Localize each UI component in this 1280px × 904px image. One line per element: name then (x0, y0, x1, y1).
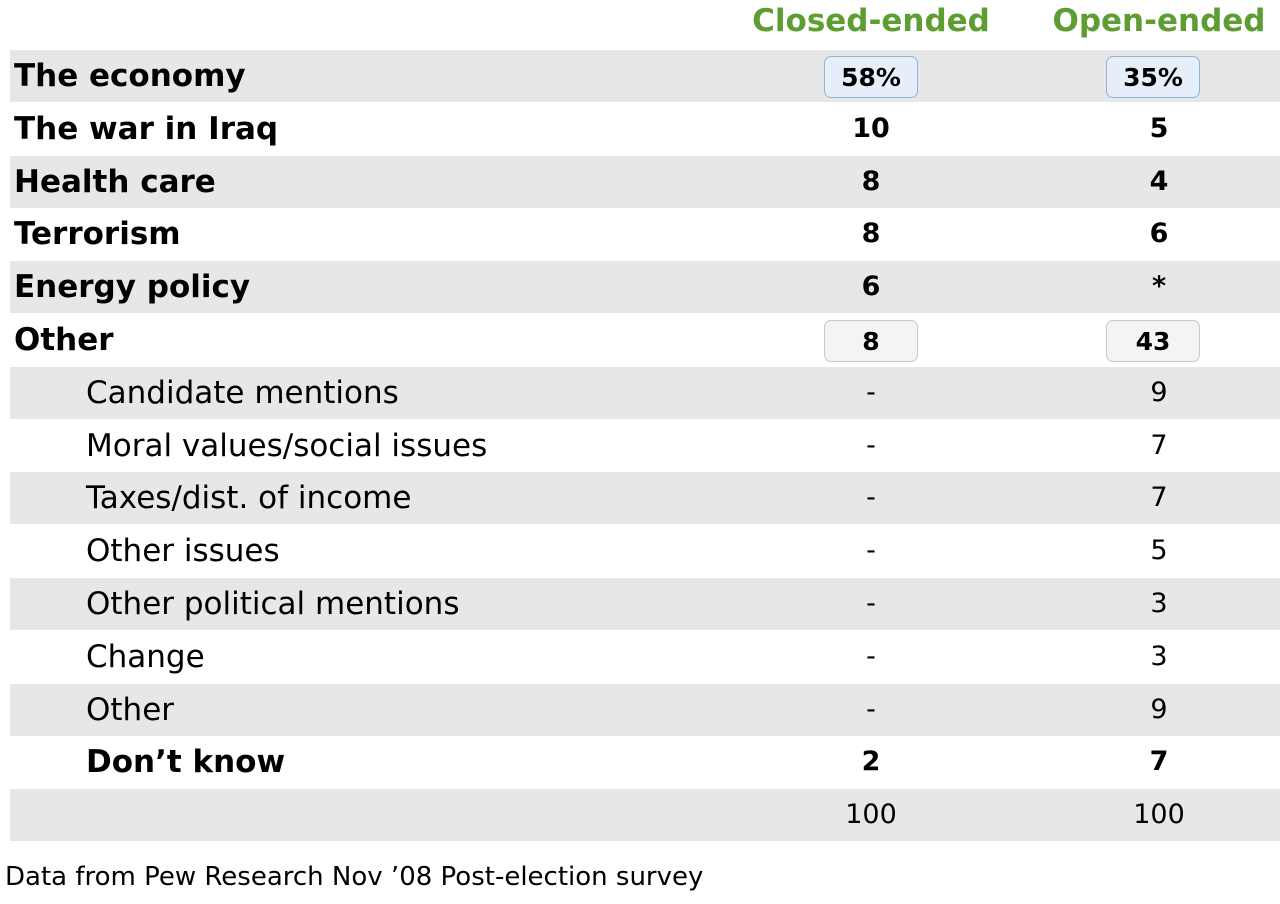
column-header-open-ended: Open-ended (1052, 3, 1266, 39)
open-ended-value: 5 (1149, 113, 1169, 144)
closed-ended-value: - (866, 430, 876, 461)
row-label: Other (14, 322, 114, 358)
open-ended-value: 5 (1150, 535, 1168, 566)
closed-ended-value: 100 (845, 799, 897, 830)
open-ended-value: 7 (1150, 482, 1168, 513)
closed-ended-value: - (866, 535, 876, 566)
closed-ended-value: 2 (861, 746, 881, 777)
closed-ended-value: - (866, 641, 876, 672)
row-label: Other issues (86, 533, 280, 569)
table-row: Other issues - 5 (10, 525, 1280, 577)
table-row: Other 8 43 (10, 314, 1280, 366)
open-ended-value: 3 (1150, 641, 1168, 672)
table-row: The war in Iraq 10 5 (10, 103, 1280, 155)
table-row: Change - 3 (10, 631, 1280, 683)
row-label: Taxes/dist. of income (86, 480, 412, 516)
table-row: Terrorism 8 6 (10, 208, 1280, 260)
row-label: Candidate mentions (86, 375, 399, 411)
row-label: Energy policy (14, 269, 251, 305)
closed-ended-value: 58% (824, 56, 918, 98)
row-label: Change (86, 639, 205, 675)
table-row: Energy policy 6 * (10, 261, 1280, 313)
open-ended-value: 4 (1149, 166, 1169, 197)
closed-ended-value: - (866, 588, 876, 619)
table-row: Other political mentions - 3 (10, 578, 1280, 630)
total-row: 100 100 (10, 789, 1280, 841)
row-label: Other political mentions (86, 586, 460, 622)
closed-ended-value: 8 (861, 166, 881, 197)
open-ended-value: 9 (1150, 377, 1168, 408)
open-ended-value: 100 (1133, 799, 1185, 830)
table-row: The economy 58% 35% (10, 50, 1280, 102)
table-row: Taxes/dist. of income - 7 (10, 472, 1280, 524)
row-label: The war in Iraq (14, 111, 279, 147)
open-ended-value: 6 (1149, 218, 1169, 249)
table-row: Don’t know 2 7 (10, 736, 1280, 788)
open-ended-value: 3 (1150, 588, 1168, 619)
closed-ended-value: 10 (852, 113, 890, 144)
source-footnote: Data from Pew Research Nov ’08 Post-elec… (5, 862, 704, 892)
closed-ended-value: - (866, 694, 876, 725)
closed-ended-value: - (866, 377, 876, 408)
open-ended-value: 43 (1106, 320, 1200, 362)
open-ended-value: 7 (1150, 430, 1168, 461)
row-label: The economy (14, 58, 246, 94)
row-label: Health care (14, 164, 216, 200)
open-ended-value: 7 (1149, 746, 1169, 777)
open-ended-value: * (1151, 271, 1167, 302)
open-ended-value: 9 (1150, 694, 1168, 725)
row-label: Terrorism (14, 216, 181, 252)
row-label: Other (86, 692, 175, 728)
closed-ended-value: 8 (861, 218, 881, 249)
open-ended-value: 35% (1106, 56, 1200, 98)
table-row: Candidate mentions - 9 (10, 367, 1280, 419)
row-label: Moral values/social issues (86, 428, 488, 464)
row-label: Don’t know (86, 744, 286, 780)
table-row: Moral values/social issues - 7 (10, 420, 1280, 472)
closed-ended-value: 6 (861, 271, 881, 302)
closed-ended-value: - (866, 482, 876, 513)
closed-ended-value: 8 (824, 320, 918, 362)
table-row: Health care 8 4 (10, 156, 1280, 208)
column-header-closed-ended: Closed-ended (752, 3, 990, 39)
table-row: Other - 9 (10, 684, 1280, 736)
